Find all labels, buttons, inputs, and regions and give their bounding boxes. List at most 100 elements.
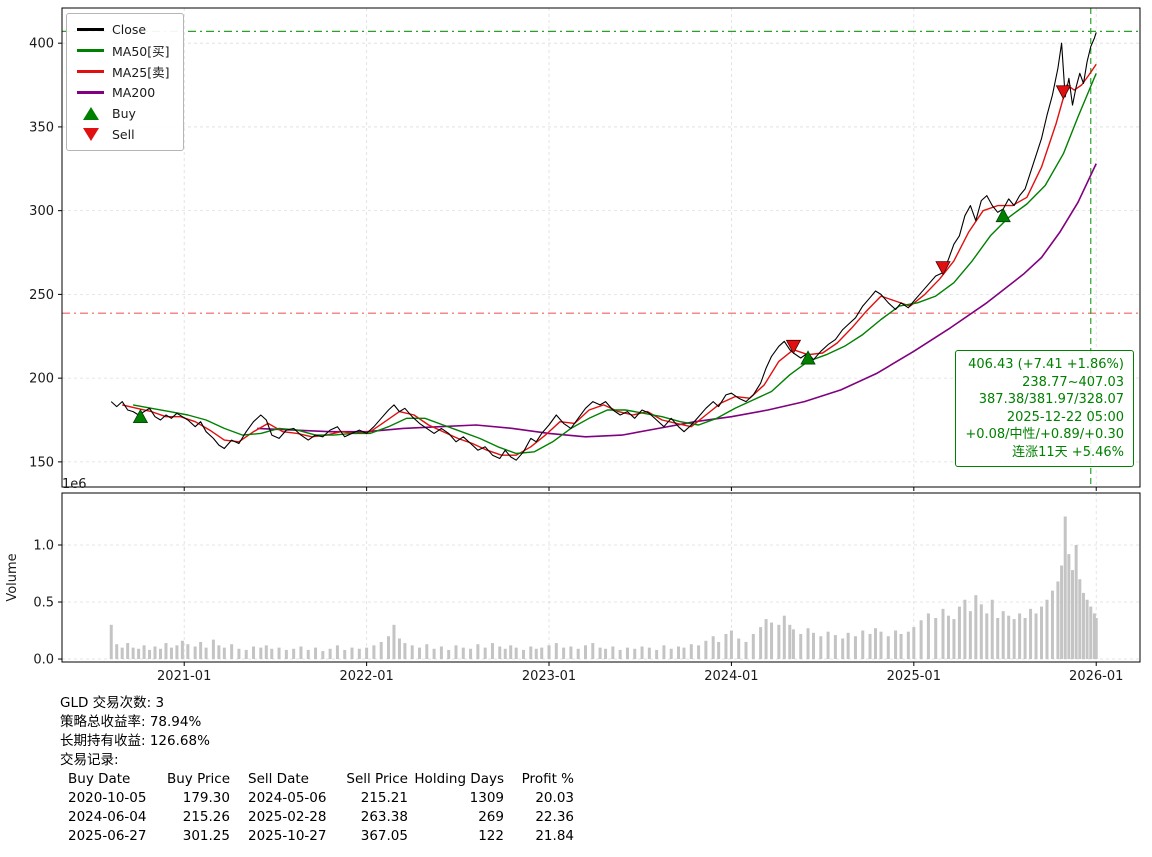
volume-bar [1089, 606, 1093, 660]
volume-bar [1085, 599, 1089, 660]
volume-bar [547, 645, 551, 660]
volume-bar [115, 644, 119, 660]
trade-cell: 301.25 [182, 828, 230, 844]
volume-bar [751, 633, 755, 660]
volume-bar [222, 647, 226, 660]
volume-bar [647, 647, 651, 660]
volume-bar [142, 645, 146, 660]
volume-bar [899, 633, 903, 660]
volume-bar [425, 644, 429, 660]
volume-bar [868, 633, 872, 660]
price-tick-label: 250 [29, 288, 54, 303]
volume-bar [1094, 617, 1098, 660]
volume-bar [1001, 611, 1005, 660]
volume-bar [1078, 579, 1082, 660]
trade-table: Buy Date Buy Price Sell Date Sell Price Hold… [60, 770, 574, 846]
volume-bar [1092, 613, 1096, 660]
close-line-swatch [77, 28, 104, 31]
volume-bar [199, 641, 203, 660]
trade-cell: 2025-06-27 [68, 828, 147, 844]
volume-bar [461, 647, 465, 660]
volume-bar [819, 636, 823, 660]
volume-bar [1023, 617, 1027, 660]
trade-col-header: Buy Date [68, 771, 131, 787]
annotation-line: 406.43 (+7.41 +1.86%) [968, 357, 1124, 372]
price-tick-label: 300 [29, 204, 54, 219]
x-tick-label: 2026-01 [1069, 669, 1123, 684]
trade-table-header: Buy Date Buy Price Sell Date Sell Price Hold… [60, 770, 574, 789]
volume-bar [490, 643, 494, 660]
volume-bar [926, 613, 930, 660]
trade-col-header: Holding Days [414, 771, 504, 787]
trade-cell: 20.03 [535, 790, 574, 806]
volume-bar [328, 648, 332, 660]
volume-bar [357, 648, 361, 660]
volume-bar [1029, 608, 1033, 660]
volume-bar [264, 645, 268, 660]
volume-bar [952, 619, 956, 660]
volume-bar [729, 630, 733, 660]
price-tick-label: 350 [29, 120, 54, 135]
volume-bar [498, 646, 502, 660]
volume-bar [476, 644, 480, 660]
trade-row: 2025-06-27 301.25 2025-10-27 367.05 122 21.84 [60, 827, 574, 846]
volume-bar [968, 611, 972, 660]
buy-marker-icon [82, 107, 99, 120]
volume-bar [941, 608, 945, 660]
volume-bar [562, 647, 566, 660]
volume-bar [957, 606, 961, 660]
volume-bar [1063, 516, 1067, 660]
volume-bar [744, 641, 748, 660]
volume-tick-label: 1.0 [33, 539, 54, 554]
volume-bar [724, 633, 728, 660]
volume-bar [1045, 599, 1049, 660]
series-line-Close [110, 32, 1097, 461]
volume-bar [432, 648, 436, 660]
volume-bar [169, 647, 173, 660]
volume-bar [996, 617, 1000, 660]
trade-cell: 22.36 [535, 809, 574, 825]
volume-bar [343, 649, 347, 660]
sell-marker-icon [77, 128, 104, 141]
volume-bar [270, 648, 274, 660]
series-line-MA25[卖] [122, 63, 1097, 456]
trade-cell: 269 [478, 809, 504, 825]
volume-bar [770, 622, 774, 660]
volume-bar [737, 638, 741, 660]
trade-cell: 2025-02-28 [248, 809, 327, 825]
legend-label: Sell [112, 127, 135, 142]
volume-bar [439, 646, 443, 660]
volume-bar [611, 646, 615, 660]
volume-bar [879, 631, 883, 660]
trade-cell: 367.05 [360, 828, 408, 844]
ma50-line-swatch [77, 49, 104, 52]
latest-quote-annotation: 406.43 (+7.41 +1.86%) 238.77~407.03 387.38… [955, 350, 1134, 467]
volume-bar [826, 631, 830, 660]
buyhold-return-line: 长期持有收益: 126.68% [60, 733, 210, 749]
volume-bar [788, 624, 792, 660]
price-volume-chart: 2021-01 2022-01 2023-01 2024-01 2025-01 2026-… [5, 7, 1141, 684]
ma200-line-swatch [77, 91, 104, 94]
volume-bar [677, 646, 681, 660]
volume-bar [534, 648, 538, 660]
volume-bar [912, 627, 916, 660]
trade-col-header: Sell Date [248, 771, 309, 787]
volume-bar [1060, 565, 1064, 660]
volume-bar [153, 646, 157, 660]
trade-col-header: Buy Price [166, 771, 230, 787]
volume-tick-label: 0.5 [33, 596, 54, 611]
volume-bar [1012, 619, 1016, 660]
volume-bar [633, 648, 637, 660]
volume-bar [509, 645, 513, 660]
volume-bar [583, 645, 587, 660]
volume-bar [483, 647, 487, 660]
volume-bar [292, 648, 296, 660]
price-tick-label: 150 [29, 455, 54, 470]
volume-bar [979, 604, 983, 660]
trade-log-title: 交易记录: [60, 752, 119, 768]
volume-bar [782, 615, 786, 660]
chart-legend: Close MA50[买] MA25[卖] MA200 Buy Sell [66, 13, 184, 151]
volume-bar [640, 646, 644, 660]
volume-offset-label: 1e6 [62, 477, 87, 492]
